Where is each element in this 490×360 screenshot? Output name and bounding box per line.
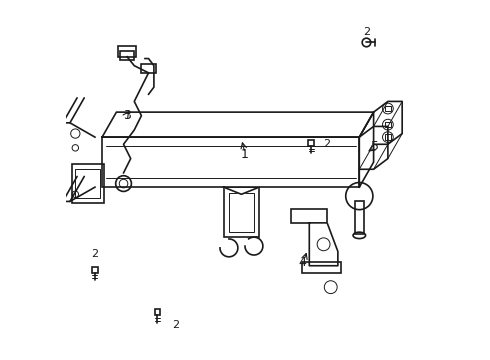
Bar [385, 106, 391, 111]
Text: 4: 4 [298, 256, 306, 269]
Text: 3: 3 [123, 109, 131, 122]
Bar [118, 46, 136, 57]
Text: 2: 2 [363, 27, 370, 37]
Bar [72, 164, 104, 203]
Bar [120, 51, 134, 60]
Polygon shape [309, 223, 338, 266]
Text: 2: 2 [323, 139, 331, 149]
Bar [102, 137, 359, 187]
Text: 2: 2 [172, 320, 179, 330]
Polygon shape [223, 187, 259, 194]
Bar [223, 187, 259, 237]
Bar [385, 122, 391, 127]
Bar [92, 267, 98, 273]
Bar [229, 193, 254, 232]
Bar [142, 64, 156, 73]
Bar [308, 140, 314, 146]
Bar [302, 262, 342, 273]
Bar [75, 169, 100, 198]
Bar [292, 208, 327, 223]
Text: 5: 5 [371, 140, 379, 153]
Bar [155, 309, 160, 315]
Text: 1: 1 [241, 148, 249, 162]
Text: 2: 2 [92, 249, 98, 258]
Bar [385, 134, 391, 140]
Bar [355, 202, 364, 234]
